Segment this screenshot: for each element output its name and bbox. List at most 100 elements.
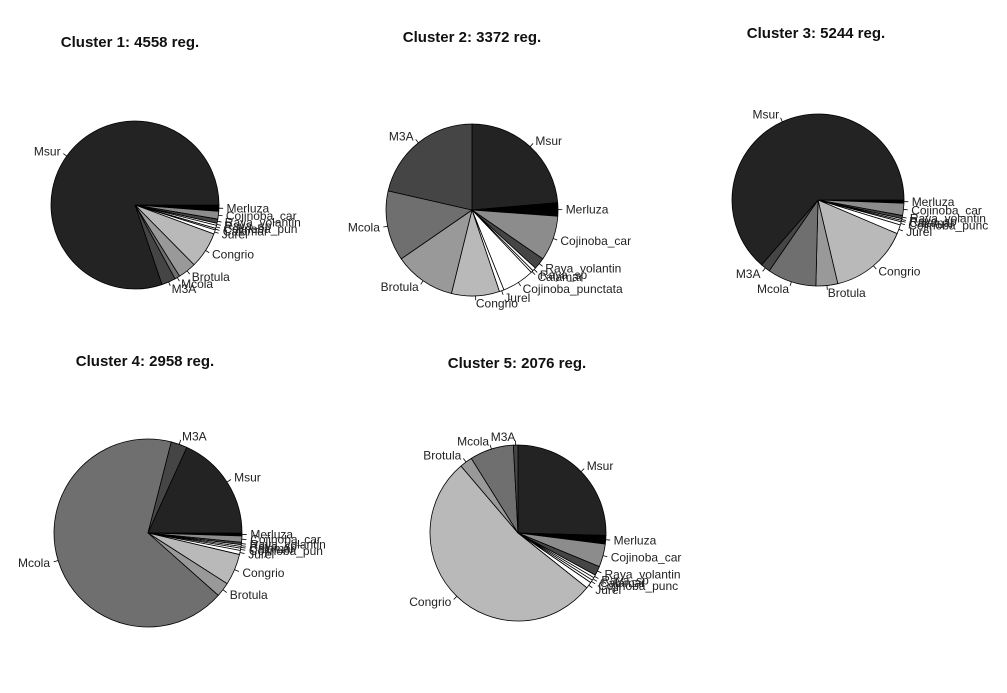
leader-line [594, 576, 599, 579]
slice-label-raya-sp: Raya_sp [250, 540, 298, 554]
leader-line [901, 219, 907, 221]
slice-label-jurel: Jurel [504, 291, 530, 305]
slice-label-calamar: Calamar [909, 216, 954, 230]
leader-line [453, 595, 458, 600]
leader-line [602, 555, 608, 558]
leader-line [463, 458, 467, 463]
leader-line [215, 228, 220, 231]
leader-line [597, 570, 602, 574]
pie-slice-m3a [387, 123, 473, 211]
slice-label-brotula: Brotula [423, 449, 461, 463]
leader-line [420, 280, 424, 285]
slice-label-cojinoba-punc: Cojinoba_punc [598, 579, 678, 593]
leader-line [53, 560, 59, 563]
leader-line [240, 548, 246, 551]
leader-line [178, 439, 182, 445]
leader-line [592, 578, 598, 582]
leader-line [215, 226, 221, 229]
slice-label-raya-volantin: Raya_volantin [545, 261, 621, 275]
leader-line [533, 269, 538, 273]
leader-line [762, 267, 766, 272]
slice-label-msur: Msur [34, 145, 61, 159]
pie-chart-1: Cluster 1: 4558 reg. MerluzaCojinoba_carR… [34, 34, 301, 296]
leader-line [518, 282, 522, 287]
slice-label-congrio: Congrio [476, 297, 518, 311]
leader-line [226, 479, 232, 483]
slice-label-msur: Msur [587, 459, 614, 473]
slice-label-raya-sp: Raya_sp [540, 268, 588, 282]
leader-line [900, 223, 905, 226]
chart-title: Cluster 3: 5244 reg. [747, 25, 885, 42]
slice-label-merluza: Merluza [566, 202, 609, 216]
leader-line [186, 270, 191, 275]
leader-line [217, 220, 222, 223]
slice-label-m3a: M3A [172, 282, 197, 296]
slice-label-brotula: Brotula [230, 588, 268, 602]
leader-line [168, 281, 171, 286]
pie-chart-2: Cluster 2: 3372 reg. Msur Merluza Cojinoba_… [348, 29, 631, 311]
pie-slice-msur [50, 120, 220, 290]
leader-line [216, 223, 221, 226]
leader-line [383, 225, 388, 228]
slice-label-m3a: M3A [736, 267, 761, 281]
pie-chart-4: Cluster 4: 2958 reg. MerluzaCojinoba_carR… [18, 353, 326, 628]
slice-label-congrio: Congrio [409, 595, 451, 609]
slice-label-cojinoba-pun: Cojinoba_pun [223, 222, 297, 236]
leader-line [241, 543, 247, 545]
pie-slice-msur [731, 113, 905, 266]
leader-line [239, 552, 245, 554]
leader-line [214, 231, 219, 234]
leader-line [902, 216, 907, 219]
slice-label-mcola: Mcola [181, 277, 213, 291]
pie-slice-brotula [400, 209, 473, 294]
slice-label-mcola: Mcola [757, 282, 789, 296]
slice-label-raya-volantin: Raya_volantin [250, 538, 326, 552]
slice-label-calamar: Calamar [249, 542, 294, 556]
slice-label-mcola: Mcola [18, 556, 50, 570]
slice-label-msur: Msur [753, 108, 780, 122]
leader-line [588, 584, 593, 589]
chart-title: Cluster 4: 2958 reg. [76, 353, 214, 370]
slice-label-congrio: Congrio [212, 248, 254, 262]
slice-label-m3a: M3A [491, 430, 516, 444]
leader-line [205, 250, 210, 254]
leader-line [531, 271, 536, 275]
slice-label-congrio: Congrio [242, 566, 284, 580]
leader-line [898, 229, 904, 232]
leader-line [529, 143, 534, 147]
slice-label-cojinoba-punctata: Cojinoba_punctata [523, 282, 623, 296]
slice-label-merluza: Merluza [912, 195, 955, 209]
slice-label-mcola: Mcola [457, 435, 489, 449]
slice-label-calamar: Calamar [223, 224, 268, 238]
leader-line [789, 281, 792, 287]
slice-label-brotula: Brotula [828, 286, 866, 300]
leader-line [63, 153, 67, 157]
slice-label-cojinoba-car: Cojinoba_car [250, 533, 321, 547]
leader-line [873, 265, 877, 270]
pie-slice-mcola [53, 438, 219, 628]
slice-label-msur: Msur [535, 134, 562, 148]
pie-slice-mcola [385, 190, 473, 260]
slice-label-cojinoba-car: Cojinoba_car [226, 209, 297, 223]
leader-line [501, 290, 504, 295]
pie-chart-3: Cluster 3: 5244 reg. MerluzaCojinoba_carR… [731, 25, 988, 300]
slice-label-cojinoba-pun: Cojinoba_pun [249, 544, 323, 558]
slice-label-merluza: Merluza [614, 533, 657, 547]
leader-line [901, 220, 906, 223]
leader-line [222, 589, 227, 593]
chart-title: Cluster 1: 4558 reg. [61, 34, 199, 51]
leader-line [580, 468, 585, 472]
slice-label-raya-volantin: Raya_volantin [605, 567, 681, 581]
leader-line [240, 546, 246, 549]
slice-label-calamar: Calamar [600, 576, 645, 590]
leader-line [176, 277, 180, 282]
slice-label-merluza: Merluza [227, 202, 270, 216]
leader-line [538, 263, 543, 267]
pie-chart-5: Cluster 5: 2076 reg. Msur Merluza Cojinoba_… [409, 355, 681, 622]
chart-title: Cluster 5: 2076 reg. [448, 355, 586, 372]
slice-label-raya-sp: Raya_sp [601, 573, 649, 587]
leader-line [241, 545, 246, 547]
slice-label-raya-volantin: Raya_volantin [225, 216, 301, 230]
slice-label-merluza: Merluza [250, 528, 293, 542]
